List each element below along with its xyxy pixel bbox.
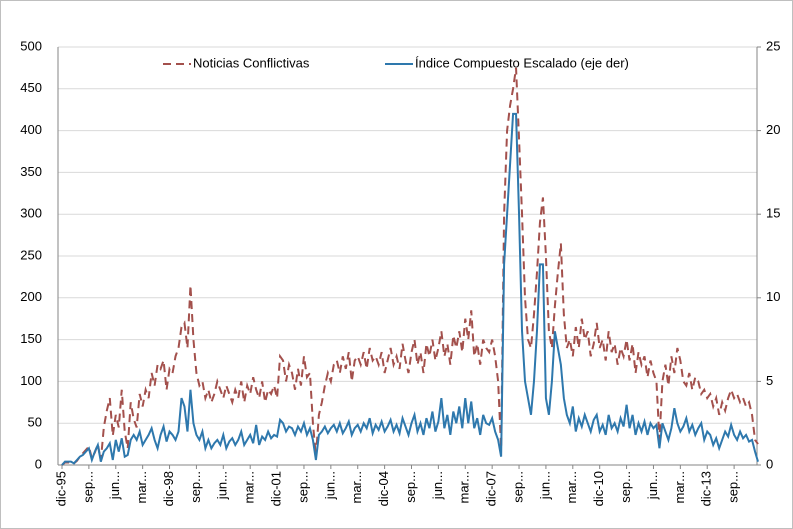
y-tick-label: 200	[20, 289, 42, 304]
x-tick-label: jun...	[322, 471, 337, 500]
x-tick-label: jun...	[107, 471, 122, 500]
x-tick-label: sep...	[295, 471, 310, 503]
x-tick-label: jun...	[430, 471, 445, 500]
y-tick-label: 450	[20, 80, 42, 95]
x-tick-label: sep...	[80, 471, 95, 503]
y2-tick-label: 0	[766, 456, 773, 471]
y-tick-label: 300	[20, 206, 42, 221]
y2-tick-label: 10	[766, 289, 780, 304]
y2-tick-label: 5	[766, 373, 773, 388]
y-tick-label: 0	[35, 456, 42, 471]
x-tick-label: jun...	[215, 471, 230, 500]
y-tick-label: 400	[20, 122, 42, 137]
x-tick-label: dic-10	[591, 471, 606, 506]
x-tick-label: dic-07	[484, 471, 499, 506]
x-tick-label: sep...	[618, 471, 633, 503]
y-tick-label: 500	[20, 38, 42, 53]
x-tick-label: mar...	[349, 471, 364, 504]
x-tick-label: jun...	[645, 471, 660, 500]
y-tick-label: 150	[20, 331, 42, 346]
x-tick-label: sep...	[403, 471, 418, 503]
x-tick-label: mar...	[134, 471, 149, 504]
y-tick-label: 100	[20, 373, 42, 388]
x-tick-label: dic-98	[161, 471, 176, 506]
x-tick-label: jun...	[537, 471, 552, 500]
legend-label: Noticias Conflictivas	[193, 55, 310, 70]
x-tick-label: sep...	[188, 471, 203, 503]
y2-tick-label: 25	[766, 38, 780, 53]
y-tick-label: 50	[28, 415, 42, 430]
x-tick-label: mar...	[564, 471, 579, 504]
series-line	[61, 112, 759, 466]
x-tick-label: sep...	[726, 471, 741, 503]
legend-label: Índice Compuesto Escalado (eje der)	[415, 55, 629, 70]
y2-tick-label: 20	[766, 122, 780, 137]
x-tick-label: mar...	[457, 471, 472, 504]
x-tick-label: mar...	[242, 471, 257, 504]
x-tick-label: sep...	[510, 471, 525, 503]
x-tick-label: dic-95	[53, 471, 68, 506]
x-tick-label: mar...	[672, 471, 687, 504]
x-tick-label: dic-04	[376, 471, 391, 506]
y-tick-label: 350	[20, 164, 42, 179]
x-tick-label: dic-13	[699, 471, 714, 506]
series-line	[61, 67, 759, 466]
y2-tick-label: 15	[766, 206, 780, 221]
y-tick-label: 250	[20, 247, 42, 262]
x-tick-label: dic-01	[269, 471, 284, 506]
